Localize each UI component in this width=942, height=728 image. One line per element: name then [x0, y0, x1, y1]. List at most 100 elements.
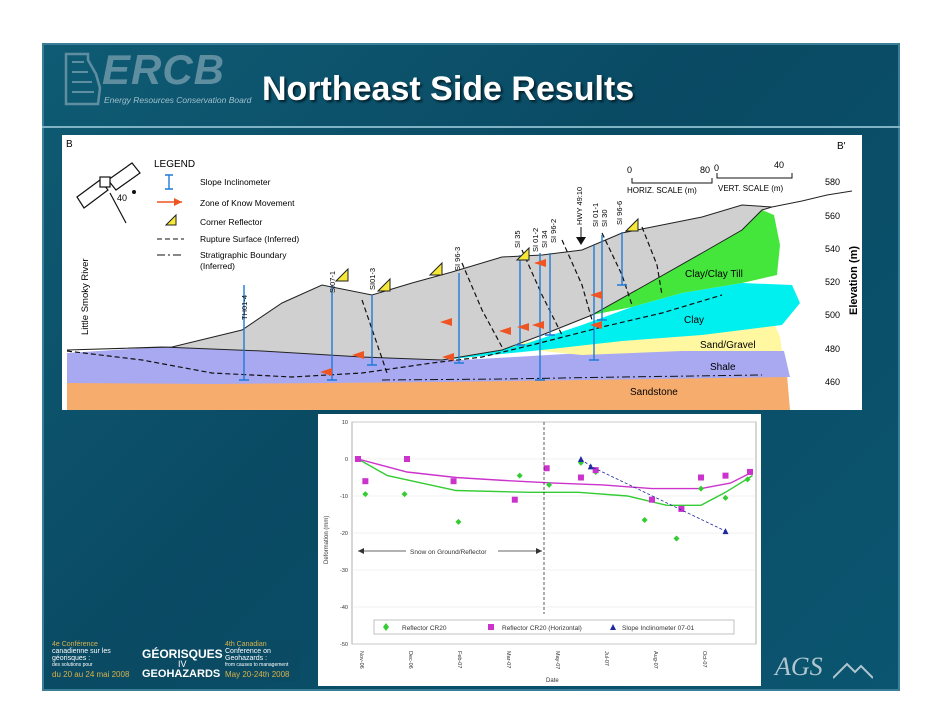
layer-label-clay-till: Clay/Clay Till — [685, 269, 743, 280]
instrument-label: TH01-4 — [240, 295, 249, 320]
instrument-label: SI 96-3 — [453, 247, 462, 271]
trendlines — [357, 458, 753, 506]
slide-title: Northeast Side Results — [262, 70, 635, 108]
legend-label: Slope Inclinometer 07-01 — [622, 625, 695, 632]
data-point-square — [450, 478, 457, 485]
instrument-label: SI 30 — [600, 209, 609, 227]
instrument-label: HWY 49:10 — [575, 187, 584, 225]
legend-item: Zone of Know Movement — [200, 198, 295, 208]
layer-label-clay: Clay — [684, 315, 704, 326]
conf-fr-line: des solutions pour — [52, 662, 93, 668]
conf-name-top: GÉORISQUES — [142, 647, 223, 661]
conf-en-line: Geohazards : — [225, 655, 268, 662]
alberta-map-icon — [64, 52, 102, 106]
conf-name-mid: IV — [178, 659, 187, 669]
data-point-diamond — [546, 481, 553, 488]
instrument-label: SI 01-2 — [531, 228, 540, 252]
data-point-square — [649, 496, 655, 503]
y-tick-label: 10 — [342, 420, 348, 426]
data-points — [355, 456, 753, 542]
instrument-label: SI 96-6 — [615, 201, 624, 225]
cross-section-figure: B B' 40 Little Smoky River LEGEND Slope … — [62, 135, 862, 410]
data-point-diamond — [698, 485, 704, 492]
legend-item: Rupture Surface (Inferred) — [200, 234, 299, 244]
x-tick-label: May-07 — [554, 651, 560, 669]
data-point-diamond — [455, 518, 462, 525]
y-axis-label: Deformation (mm) — [324, 516, 330, 564]
logo-wordmark: ERCB — [102, 46, 226, 93]
elevation-tick: 580 — [825, 177, 840, 187]
data-point-diamond — [362, 491, 369, 498]
ercb-logo: ERCB Energy Resources Conservation Board — [62, 46, 252, 108]
data-point-square — [404, 456, 410, 462]
legend-diamond-icon — [383, 623, 389, 631]
elevation-tick: 560 — [825, 211, 840, 221]
data-point-diamond — [516, 472, 523, 479]
slope-body — [66, 204, 773, 361]
ags-wordmark: AGS — [775, 652, 823, 681]
elevation-tick: 520 — [825, 277, 840, 287]
elevation-tick: 540 — [825, 244, 840, 254]
y-tick-label: 0 — [345, 457, 348, 463]
corner-reflectors — [334, 217, 639, 292]
ground-surface — [771, 190, 853, 208]
deformation-chart: 10 0 -10 -20 -30 -40 -50 Nov-06 Dec-06 Feb-07 Mar… — [318, 414, 761, 686]
y-tick-label: -10 — [340, 494, 348, 500]
data-point-triangle — [587, 463, 594, 470]
legend-item: Corner Reflector — [200, 217, 263, 227]
elevation-tick: 500 — [825, 310, 840, 320]
snow-arrow-right — [536, 548, 542, 554]
y-ticks: 10 0 -10 -20 -30 -40 -50 — [340, 420, 348, 648]
annotation-bg — [406, 546, 498, 556]
trendline — [357, 458, 753, 506]
conf-fr-date: du 20 au 24 mai 2008 — [52, 670, 130, 679]
vert-scale-end: 40 — [774, 160, 784, 170]
section-right-label: B' — [837, 141, 846, 152]
x-tick-label: Oct-07 — [701, 651, 707, 668]
y-tick-label: -50 — [340, 642, 348, 648]
data-point-square — [698, 474, 704, 481]
legend-symbols — [157, 174, 184, 256]
conf-fr-line: 4e Conférence — [52, 641, 98, 648]
x-tick-label: Jul-07 — [603, 651, 609, 666]
elevation-tick: 480 — [825, 344, 840, 354]
snow-annotation: Snow on Ground/Reflector — [410, 549, 487, 556]
shale-layer — [67, 347, 790, 384]
horizontal-scale-bar — [631, 178, 713, 184]
y-gridlines — [352, 421, 756, 645]
vertical-scale-bar — [716, 173, 793, 179]
data-point-square — [362, 478, 369, 485]
data-point-diamond — [673, 535, 680, 542]
data-point-triangle — [577, 456, 584, 462]
vert-scale-start: 0 — [714, 163, 719, 173]
inclinometer-lines — [239, 232, 627, 381]
logo-subtitle: Energy Resources Conservation Board — [104, 95, 252, 105]
x-tick-label: Mar-07 — [505, 651, 511, 668]
y-tick-label: -40 — [340, 605, 348, 611]
data-point-square — [355, 456, 361, 462]
x-tick-label: Feb-07 — [456, 651, 462, 668]
rupture-surfaces — [66, 226, 723, 378]
cross-section-svg: B B' 40 Little Smoky River LEGEND Slope … — [66, 139, 860, 410]
data-point-triangle — [722, 528, 729, 535]
river-label: Little Smoky River — [80, 258, 91, 335]
data-point-square — [511, 496, 518, 503]
x-tick-label: Aug-07 — [652, 651, 658, 669]
conf-en-line: from causes to management — [225, 662, 289, 668]
legend-label: Reflector CR20 (Horizontal) — [502, 625, 582, 632]
instrument-label: SI 01-1 — [591, 203, 600, 227]
legend-item: (Inferred) — [200, 261, 235, 271]
conf-en-line: 4th Canadian — [225, 641, 267, 648]
legend-item: Stratigraphic Boundary — [200, 250, 287, 260]
legend-title: LEGEND — [154, 159, 195, 170]
data-point-square — [678, 505, 685, 512]
snow-arrow-left — [358, 548, 364, 554]
data-point-diamond — [722, 494, 729, 501]
layer-label-sandstone: Sandstone — [630, 387, 678, 398]
data-point-diamond — [401, 491, 408, 498]
instrument-label: SI 34 — [540, 230, 549, 248]
horiz-scale-start: 0 — [627, 165, 632, 175]
data-point-diamond — [744, 476, 751, 483]
horiz-scale-label: HORIZ. SCALE (m) — [627, 186, 697, 195]
